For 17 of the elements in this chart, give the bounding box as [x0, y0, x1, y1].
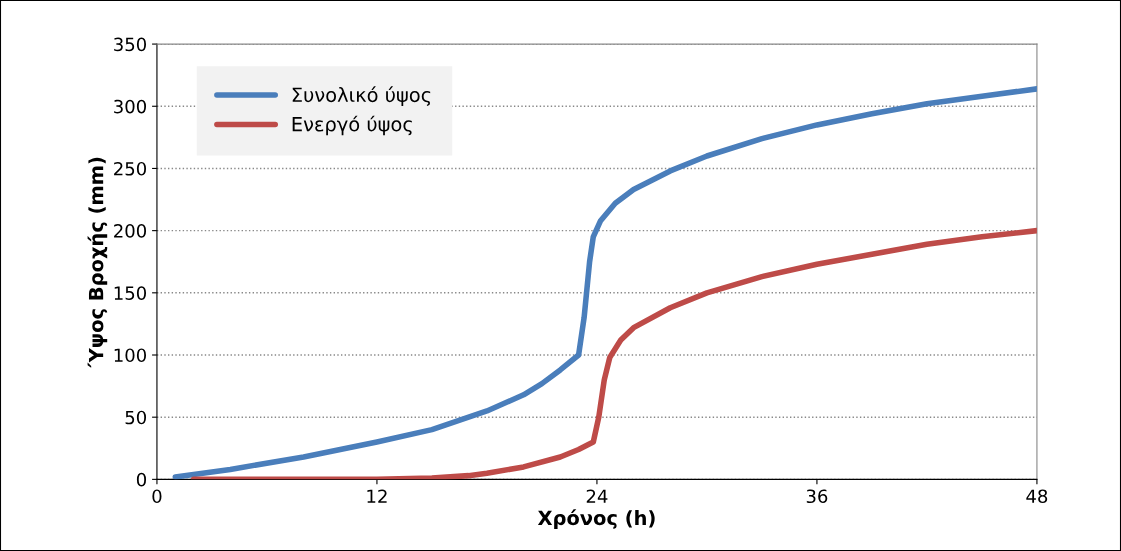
y-tick-label: 0: [136, 472, 147, 487]
x-tick-label: 48: [1026, 489, 1048, 504]
x-tick-label: 0: [152, 489, 162, 504]
y-tick-label: 350: [114, 37, 147, 52]
y-axis-title: Ύψος Βροχής (mm): [87, 157, 108, 368]
legend-label: Συνολικό ύψος: [292, 86, 431, 106]
y-tick-label: 50: [125, 410, 147, 425]
y-tick-label: 250: [114, 161, 147, 176]
x-tick-label: 12: [367, 489, 387, 503]
y-tick-label: 200: [114, 224, 147, 238]
x-tick-label: 24: [586, 489, 608, 503]
y-tick-label: 150: [114, 286, 147, 300]
legend-label: Ενεργό ύψος: [292, 115, 412, 136]
y-tick-label: 300: [114, 99, 147, 114]
x-axis-title: Χρόνος (h): [537, 509, 655, 529]
y-tick-label: 100: [114, 348, 147, 363]
x-tick-label: 36: [806, 489, 828, 504]
